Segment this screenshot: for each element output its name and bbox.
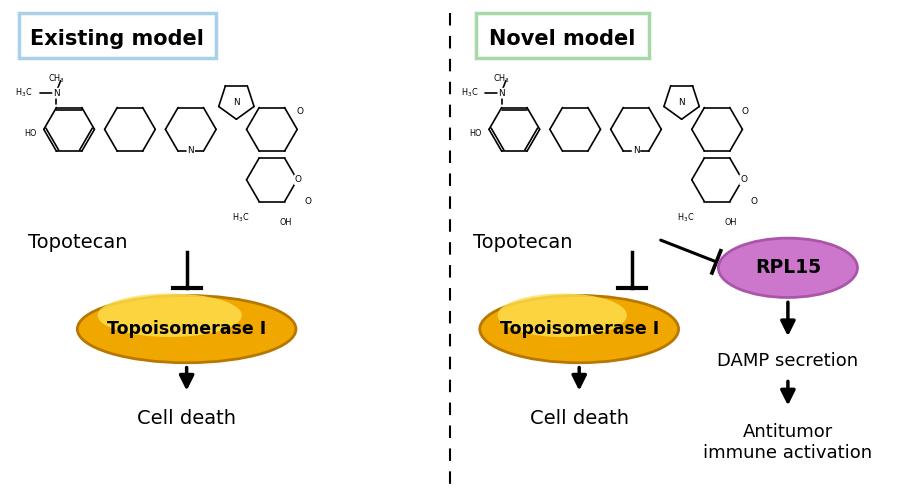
- Text: N: N: [53, 88, 59, 98]
- Text: Topoisomerase I: Topoisomerase I: [107, 320, 266, 338]
- Text: Topotecan: Topotecan: [472, 232, 572, 252]
- Text: N: N: [633, 146, 639, 156]
- Text: N: N: [233, 98, 239, 107]
- Text: Existing model: Existing model: [30, 30, 204, 50]
- Ellipse shape: [498, 294, 627, 337]
- Ellipse shape: [718, 238, 858, 298]
- Text: DAMP secretion: DAMP secretion: [717, 352, 859, 370]
- Ellipse shape: [98, 294, 242, 337]
- Text: O: O: [750, 196, 757, 205]
- Text: Topotecan: Topotecan: [28, 232, 127, 252]
- Text: RPL15: RPL15: [755, 258, 821, 278]
- Ellipse shape: [480, 296, 679, 362]
- Text: O: O: [305, 196, 311, 205]
- Ellipse shape: [77, 296, 296, 362]
- Text: N: N: [187, 146, 194, 156]
- Text: H$_3$C: H$_3$C: [677, 212, 694, 224]
- Text: Antitumor
immune activation: Antitumor immune activation: [703, 424, 872, 462]
- Text: O: O: [295, 176, 302, 184]
- Text: H$_3$C: H$_3$C: [461, 87, 478, 100]
- Text: H$_3$C: H$_3$C: [15, 87, 32, 100]
- Text: CH$_3$: CH$_3$: [48, 72, 65, 85]
- Text: Novel model: Novel model: [489, 30, 635, 50]
- Text: Topoisomerase I: Topoisomerase I: [500, 320, 659, 338]
- Text: O: O: [740, 176, 747, 184]
- Text: Cell death: Cell death: [137, 408, 236, 428]
- Text: HO: HO: [23, 129, 36, 138]
- Text: H$_3$C: H$_3$C: [231, 212, 249, 224]
- Text: N: N: [679, 98, 685, 107]
- Text: HO: HO: [469, 129, 482, 138]
- Text: OH: OH: [280, 218, 292, 227]
- Text: OH: OH: [724, 218, 737, 227]
- Text: CH$_3$: CH$_3$: [493, 72, 510, 85]
- Text: Cell death: Cell death: [530, 408, 629, 428]
- FancyBboxPatch shape: [19, 12, 217, 58]
- FancyBboxPatch shape: [476, 12, 649, 58]
- Text: O: O: [296, 107, 303, 116]
- Text: O: O: [742, 107, 749, 116]
- Text: N: N: [499, 88, 505, 98]
